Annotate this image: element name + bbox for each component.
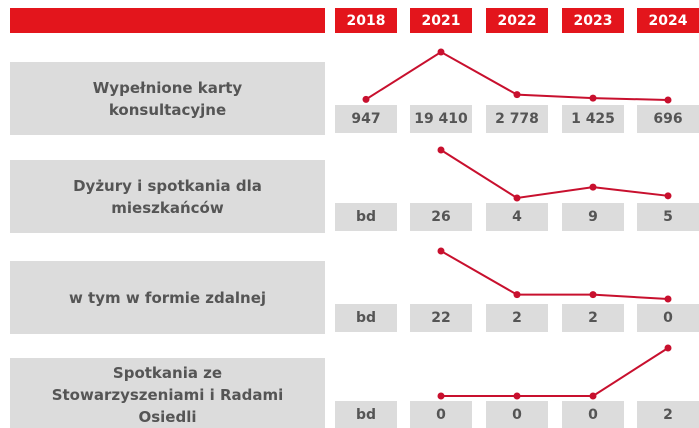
- value-cell: 2: [637, 401, 699, 428]
- year-header: 2022: [486, 8, 548, 33]
- data-point: [589, 392, 597, 400]
- year-header: 2018: [335, 8, 397, 33]
- row-label: Spotkania ze Stowarzyszeniami i Radami O…: [10, 358, 325, 428]
- data-point: [513, 291, 521, 299]
- value-cell: 9: [562, 203, 624, 231]
- data-point: [589, 94, 597, 102]
- data-point: [589, 291, 597, 299]
- value-cell: 2: [486, 304, 548, 332]
- value-cell: 19 410: [410, 105, 472, 133]
- sparkline: [441, 347, 669, 397]
- row-label: Dyżury i spotkania dla mieszkańców: [10, 160, 325, 233]
- value-cell: 1 425: [562, 105, 624, 133]
- year-header: 2024: [637, 8, 699, 33]
- value-cell: 696: [637, 105, 699, 133]
- data-point: [513, 194, 521, 202]
- value-cell: 5: [637, 203, 699, 231]
- year-header: 2023: [562, 8, 624, 33]
- data-point: [513, 392, 521, 400]
- value-cell: bd: [335, 304, 397, 332]
- data-point: [513, 91, 521, 99]
- value-cell: 0: [562, 401, 624, 428]
- year-header: 2021: [410, 8, 472, 33]
- data-point: [437, 146, 445, 154]
- data-point: [362, 95, 370, 103]
- value-cell: 26: [410, 203, 472, 231]
- sparkline: [440, 250, 669, 300]
- value-cell: 0: [486, 401, 548, 428]
- data-point: [664, 295, 672, 303]
- data-point: [589, 183, 597, 191]
- value-cell: 0: [637, 304, 699, 332]
- value-cell: bd: [335, 401, 397, 428]
- data-point: [664, 192, 672, 200]
- header-bar: [10, 8, 325, 33]
- value-cell: bd: [335, 203, 397, 231]
- sparkline: [440, 149, 669, 200]
- value-cell: 947: [335, 105, 397, 133]
- value-cell: 22: [410, 304, 472, 332]
- data-point: [437, 48, 445, 56]
- row-label: w tym w formie zdalnej: [10, 261, 325, 334]
- data-point: [664, 96, 672, 104]
- data-point: [664, 344, 672, 352]
- data-point: [437, 392, 445, 400]
- value-cell: 0: [410, 401, 472, 428]
- value-cell: 2: [562, 304, 624, 332]
- value-cell: 2 778: [486, 105, 548, 133]
- row-label: Wypełnione karty konsultacyjne: [10, 62, 325, 135]
- value-cell: 4: [486, 203, 548, 231]
- data-point: [437, 247, 445, 255]
